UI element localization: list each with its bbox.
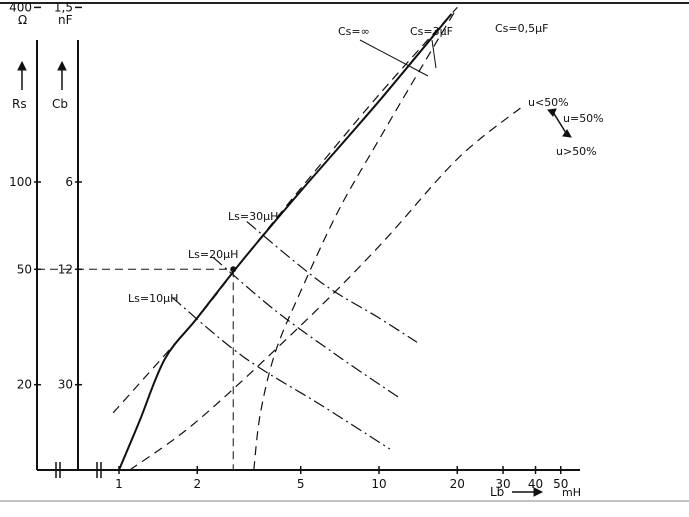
x-tick-label: 5	[297, 477, 305, 491]
cb-arrow	[57, 60, 67, 90]
x-tick-label: 20	[450, 477, 465, 491]
cb-tick-label: 1,5	[54, 0, 73, 14]
x-tick-label: 40	[528, 477, 543, 491]
cb-tick-label: 6	[65, 175, 73, 189]
series-layer	[112, 6, 521, 471]
cb-unit: nF	[58, 13, 73, 27]
x-arrow	[512, 487, 544, 497]
leader-cs-inf	[359, 39, 429, 77]
x-tick-label: 50	[553, 477, 568, 491]
label-ls-20: Ls=20μH	[188, 248, 238, 261]
series-line	[253, 7, 458, 471]
series-line	[171, 296, 391, 450]
rs-unit: Ω	[18, 13, 27, 27]
cb-label: Cb	[52, 97, 68, 111]
x-axis-unit: mH	[562, 486, 581, 499]
label-ls-30: Ls=30μH	[228, 210, 278, 223]
x-tick-label: 2	[193, 477, 201, 491]
x-ticks: 1 2 5 10 20 30 40 50	[115, 466, 568, 491]
leader-cs-3uf	[431, 39, 437, 69]
u-direction-arrow	[547, 108, 572, 138]
rs-ticks: 400 100 50 20	[9, 0, 41, 392]
label-cs-05uf: Cs=0,5μF	[495, 22, 548, 35]
rs-tick-label: 100	[9, 175, 32, 189]
rs-tick-label: 400	[9, 0, 32, 14]
series-line	[212, 256, 400, 399]
axis-break-1	[55, 462, 61, 478]
x-axis-label: Lb	[490, 485, 504, 499]
label-ls-10: Ls=10μH	[128, 292, 178, 305]
series-line	[129, 107, 521, 471]
label-cs-3uf: Cs=3μF	[410, 25, 453, 38]
axis-break-2	[96, 462, 102, 478]
label-u-lt: u<50%	[528, 96, 569, 109]
x-tick-label: 30	[495, 477, 510, 491]
rs-tick-label: 20	[17, 378, 32, 392]
series-line	[246, 221, 418, 343]
rs-label: Rs	[12, 97, 27, 111]
label-cs-inf: Cs=∞	[338, 25, 370, 38]
label-u-gt: u>50%	[556, 145, 597, 158]
cb-tick-label: 30	[58, 378, 73, 392]
series-line	[118, 13, 453, 471]
rs-arrow	[17, 60, 27, 90]
x-tick-label: 10	[371, 477, 386, 491]
rs-tick-label: 50	[17, 262, 32, 276]
x-tick-label: 1	[115, 477, 123, 491]
label-u-eq: u=50%	[563, 112, 604, 125]
